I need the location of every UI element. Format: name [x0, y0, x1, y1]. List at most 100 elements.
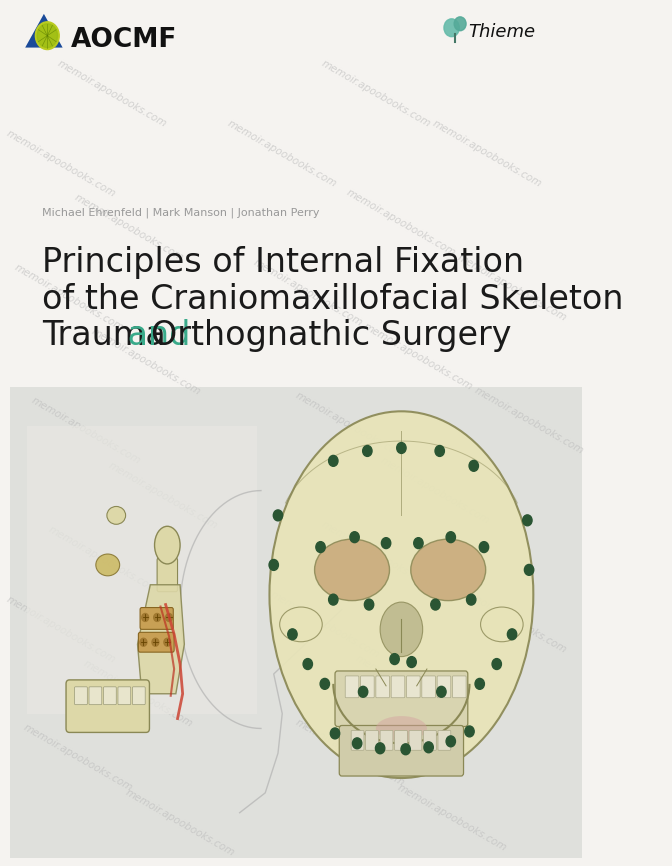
Text: memoir.apoobooks.com: memoir.apoobooks.com	[47, 525, 160, 596]
Ellipse shape	[411, 540, 486, 601]
Circle shape	[454, 16, 466, 30]
Text: memoir.apoobooks.com: memoir.apoobooks.com	[226, 118, 339, 189]
Circle shape	[479, 541, 489, 553]
Polygon shape	[138, 585, 184, 694]
Circle shape	[274, 510, 283, 520]
Circle shape	[523, 515, 532, 526]
Ellipse shape	[280, 607, 323, 642]
Circle shape	[154, 613, 161, 622]
Text: memoir.apoobooks.com: memoir.apoobooks.com	[268, 589, 381, 660]
FancyBboxPatch shape	[361, 676, 374, 698]
Circle shape	[424, 742, 433, 753]
FancyBboxPatch shape	[335, 671, 468, 727]
Circle shape	[316, 541, 325, 553]
Text: and: and	[117, 320, 201, 352]
Circle shape	[331, 728, 339, 739]
Text: memoir.apoobooks.com: memoir.apoobooks.com	[430, 118, 543, 189]
Text: memoir.apoobooks.com: memoir.apoobooks.com	[107, 460, 220, 531]
Circle shape	[140, 638, 147, 646]
Text: memoir.apoobooks.com: memoir.apoobooks.com	[30, 396, 143, 467]
FancyBboxPatch shape	[380, 730, 393, 750]
Circle shape	[492, 658, 501, 669]
Ellipse shape	[480, 607, 523, 642]
Text: memoir.apoobooks.com: memoir.apoobooks.com	[13, 262, 126, 333]
Circle shape	[352, 738, 362, 749]
Ellipse shape	[376, 716, 427, 740]
FancyBboxPatch shape	[157, 558, 177, 591]
Text: memoir.apoobooks.com: memoir.apoobooks.com	[396, 782, 509, 853]
Circle shape	[320, 678, 329, 689]
Text: of the Craniomaxillofacial Skeleton: of the Craniomaxillofacial Skeleton	[42, 283, 624, 316]
Circle shape	[401, 744, 411, 755]
Circle shape	[329, 456, 338, 466]
Circle shape	[363, 445, 372, 456]
Circle shape	[431, 599, 440, 610]
Circle shape	[164, 638, 171, 646]
Text: memoir.apoobooks.com: memoir.apoobooks.com	[251, 257, 364, 328]
Text: memoir.apoobooks.com: memoir.apoobooks.com	[319, 520, 432, 591]
FancyBboxPatch shape	[452, 676, 466, 698]
Text: Orthognathic Surgery: Orthognathic Surgery	[151, 320, 511, 352]
Circle shape	[446, 532, 456, 543]
Text: Principles of Internal Fixation: Principles of Internal Fixation	[42, 246, 524, 279]
Text: memoir.apoobooks.com: memoir.apoobooks.com	[353, 653, 466, 724]
Text: memoir.apoobooks.com: memoir.apoobooks.com	[345, 188, 458, 258]
Circle shape	[407, 656, 416, 668]
Ellipse shape	[96, 554, 120, 576]
Ellipse shape	[155, 527, 180, 564]
Circle shape	[475, 678, 485, 689]
Circle shape	[465, 726, 474, 737]
Ellipse shape	[269, 411, 534, 778]
Text: memoir.apoobooks.com: memoir.apoobooks.com	[362, 321, 475, 392]
Text: memoir.apoobooks.com: memoir.apoobooks.com	[81, 658, 194, 729]
Text: AOCMF: AOCMF	[71, 27, 177, 53]
Text: memoir.apoobooks.com: memoir.apoobooks.com	[89, 326, 202, 397]
FancyBboxPatch shape	[394, 730, 407, 750]
Text: memoir.apoobooks.com: memoir.apoobooks.com	[5, 594, 118, 665]
Circle shape	[390, 654, 399, 664]
Circle shape	[36, 22, 59, 49]
Text: memoir.apoobooks.com: memoir.apoobooks.com	[294, 391, 407, 462]
Text: memoir.apoobooks.com: memoir.apoobooks.com	[319, 59, 432, 130]
Circle shape	[329, 594, 338, 605]
Circle shape	[152, 638, 159, 646]
FancyBboxPatch shape	[345, 676, 359, 698]
Circle shape	[466, 594, 476, 605]
FancyBboxPatch shape	[407, 676, 420, 698]
Circle shape	[165, 613, 173, 622]
FancyBboxPatch shape	[27, 426, 257, 714]
FancyBboxPatch shape	[422, 676, 435, 698]
Circle shape	[288, 629, 297, 640]
FancyBboxPatch shape	[10, 386, 582, 858]
FancyBboxPatch shape	[138, 632, 174, 652]
Text: Michael Ehrenfeld | Mark Manson | Jonathan Perry: Michael Ehrenfeld | Mark Manson | Jonath…	[42, 208, 320, 218]
FancyBboxPatch shape	[437, 676, 451, 698]
FancyBboxPatch shape	[376, 676, 390, 698]
Circle shape	[469, 461, 478, 471]
Text: memoir.apoobooks.com: memoir.apoobooks.com	[73, 192, 185, 263]
FancyBboxPatch shape	[391, 676, 405, 698]
Circle shape	[382, 538, 390, 548]
Circle shape	[269, 559, 278, 571]
Circle shape	[446, 736, 456, 746]
Circle shape	[396, 443, 406, 454]
Circle shape	[303, 658, 312, 669]
Circle shape	[376, 743, 385, 753]
FancyBboxPatch shape	[103, 687, 116, 705]
Circle shape	[524, 565, 534, 575]
Ellipse shape	[314, 540, 390, 601]
Text: memoir.apoobooks.com: memoir.apoobooks.com	[472, 385, 585, 456]
Circle shape	[414, 538, 423, 548]
Text: memoir.apoobooks.com: memoir.apoobooks.com	[294, 718, 407, 789]
FancyBboxPatch shape	[366, 730, 378, 750]
Text: Trauma: Trauma	[42, 320, 166, 352]
Polygon shape	[25, 14, 62, 48]
Text: Thieme: Thieme	[468, 23, 536, 41]
Ellipse shape	[107, 507, 126, 524]
FancyBboxPatch shape	[75, 687, 87, 705]
Circle shape	[37, 23, 58, 48]
FancyBboxPatch shape	[132, 687, 145, 705]
Text: memoir.apoobooks.com: memoir.apoobooks.com	[124, 787, 237, 858]
FancyBboxPatch shape	[409, 730, 422, 750]
Circle shape	[444, 19, 459, 36]
